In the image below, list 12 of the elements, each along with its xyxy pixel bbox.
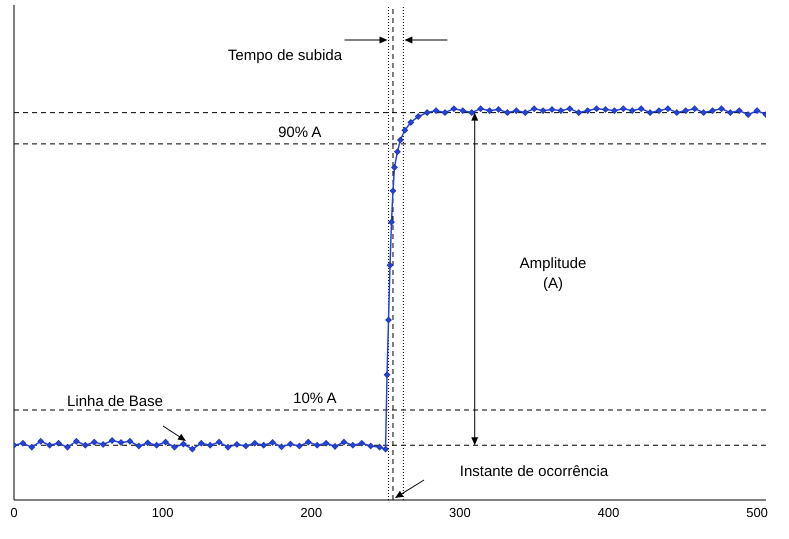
- annotation: Amplitude (A): [518, 254, 588, 294]
- x-tick-label: 300: [449, 505, 471, 520]
- annotation: Linha de Base: [66, 392, 164, 412]
- annotation: Instante de ocorrência: [458, 462, 610, 482]
- ref-line-label: 90% A: [278, 124, 322, 141]
- x-tick-label: 100: [152, 505, 174, 520]
- x-tick-label: 500: [746, 505, 768, 520]
- x-tick-label: 200: [300, 505, 322, 520]
- text: Tempo de subida: [226, 46, 344, 66]
- x-tick-label: 400: [598, 505, 620, 520]
- x-tick-label: 0: [10, 505, 18, 520]
- ref-line-label: 10% A: [293, 390, 336, 407]
